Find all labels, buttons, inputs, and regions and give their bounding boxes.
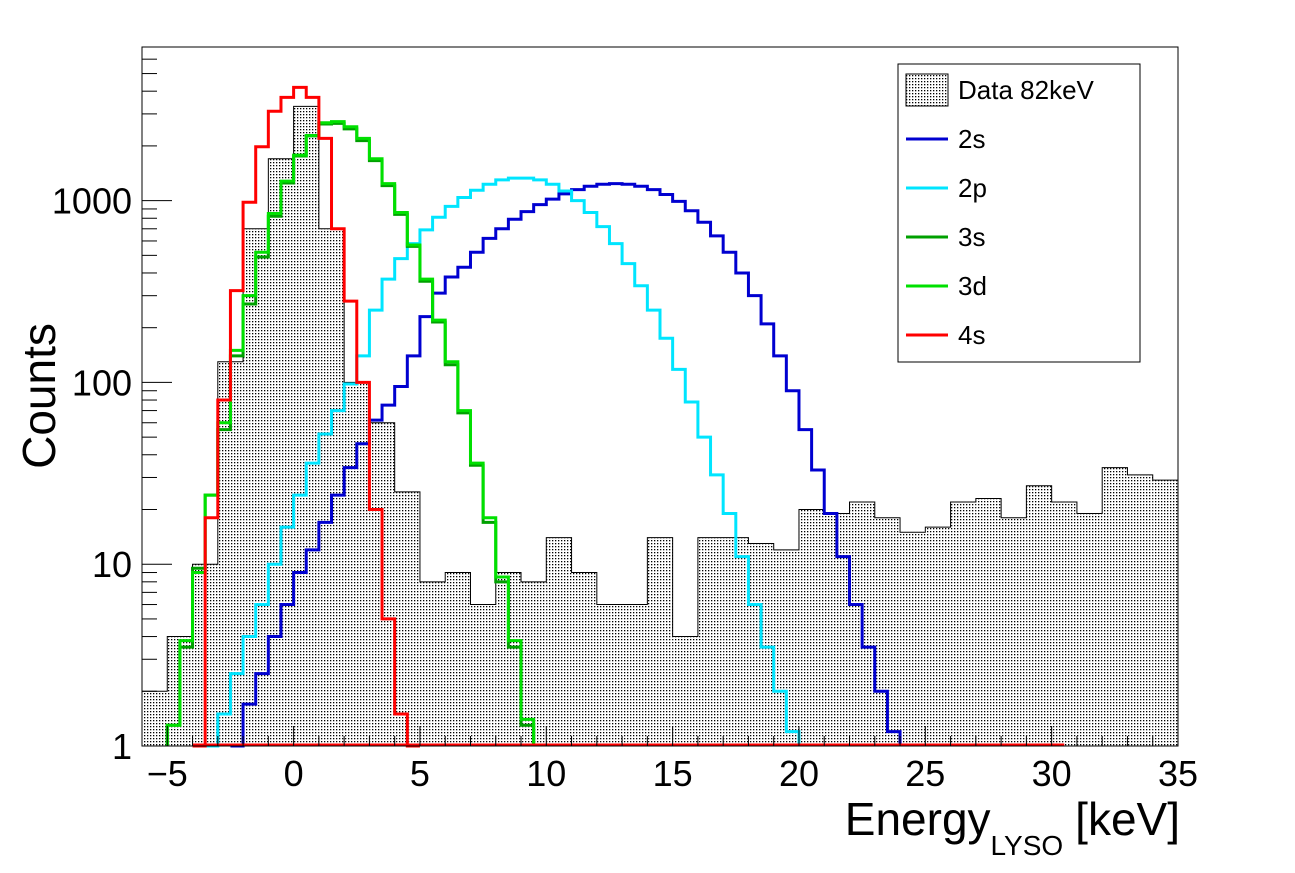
data-bar [344, 382, 370, 746]
data-bar [1127, 474, 1153, 746]
series-3d-line [165, 120, 536, 746]
data-bar [546, 537, 572, 746]
legend-label: 3s [958, 222, 985, 252]
data-bar [925, 527, 951, 746]
legend-box [897, 63, 1141, 363]
data-bar [268, 158, 294, 746]
data-bar [293, 106, 319, 746]
y-axis-title: Counts [13, 323, 65, 469]
x-tick-label: 10 [526, 753, 566, 794]
data-bar [798, 509, 825, 746]
data-bar [1076, 513, 1103, 746]
y-tick-label: 1000 [52, 181, 132, 222]
data-bar [900, 532, 926, 746]
x-axis-title-main: Energy [845, 793, 991, 845]
data-bar [1102, 467, 1128, 746]
x-tick-label: −5 [147, 753, 188, 794]
x-axis-ticks: −5 0 5 10 15 20 25 30 35 [141, 726, 1198, 794]
data-bar [1026, 485, 1052, 746]
legend-swatch-data [905, 73, 949, 107]
x-tick-label: 30 [1032, 753, 1072, 794]
series-4s-line [192, 85, 420, 748]
x-axis-title: EnergyLYSO [keV] [845, 793, 1180, 861]
series-2p-line [205, 176, 801, 748]
legend-label: 4s [958, 320, 985, 350]
data-bar [975, 498, 1002, 746]
data-bar [445, 572, 471, 746]
data-bar [1001, 517, 1027, 746]
x-tick-label: 5 [410, 753, 430, 794]
data-bar [647, 537, 673, 746]
data-bar [142, 691, 168, 746]
fit-series-layer [165, 85, 1065, 748]
plot-frame [141, 46, 1179, 747]
legend-label: 2s [958, 124, 985, 154]
data-bar [596, 604, 623, 746]
x-tick-label: 15 [653, 753, 693, 794]
data-bar [470, 604, 496, 746]
data-bar [1152, 480, 1178, 746]
y-tick-label: 10 [92, 544, 132, 585]
data-bar [697, 537, 724, 746]
data-bar [723, 537, 749, 746]
data-bar [622, 604, 648, 746]
x-tick-label: 35 [1158, 753, 1198, 794]
x-axis-title-subscript: LYSO [991, 830, 1064, 861]
legend-label: 2p [958, 173, 987, 203]
legend: Data 82keV 2s 2p 3s 3d 4s [897, 63, 1141, 363]
x-axis-title-unit: [keV] [1075, 793, 1180, 845]
data-bar [950, 501, 976, 746]
x-tick-label: 25 [905, 753, 945, 794]
legend-label: Data 82keV [958, 75, 1095, 105]
data-bar [672, 636, 698, 746]
legend-label: 3d [958, 271, 987, 301]
data-bar [394, 491, 420, 746]
data-histogram-outline [141, 105, 1179, 746]
x-tick-label: 0 [284, 753, 304, 794]
data-bar [243, 228, 269, 746]
y-axis-ticks: 1 10 100 1000 [52, 46, 172, 767]
x-tick-label: 20 [779, 753, 819, 794]
data-bar [571, 572, 597, 746]
data-histogram-layer [141, 105, 1179, 746]
data-bar [1051, 501, 1077, 746]
data-bar [419, 581, 446, 746]
y-tick-label: 1 [112, 726, 132, 767]
data-bar [318, 228, 345, 746]
y-tick-label: 100 [72, 362, 132, 403]
series-3s-line [165, 121, 536, 746]
